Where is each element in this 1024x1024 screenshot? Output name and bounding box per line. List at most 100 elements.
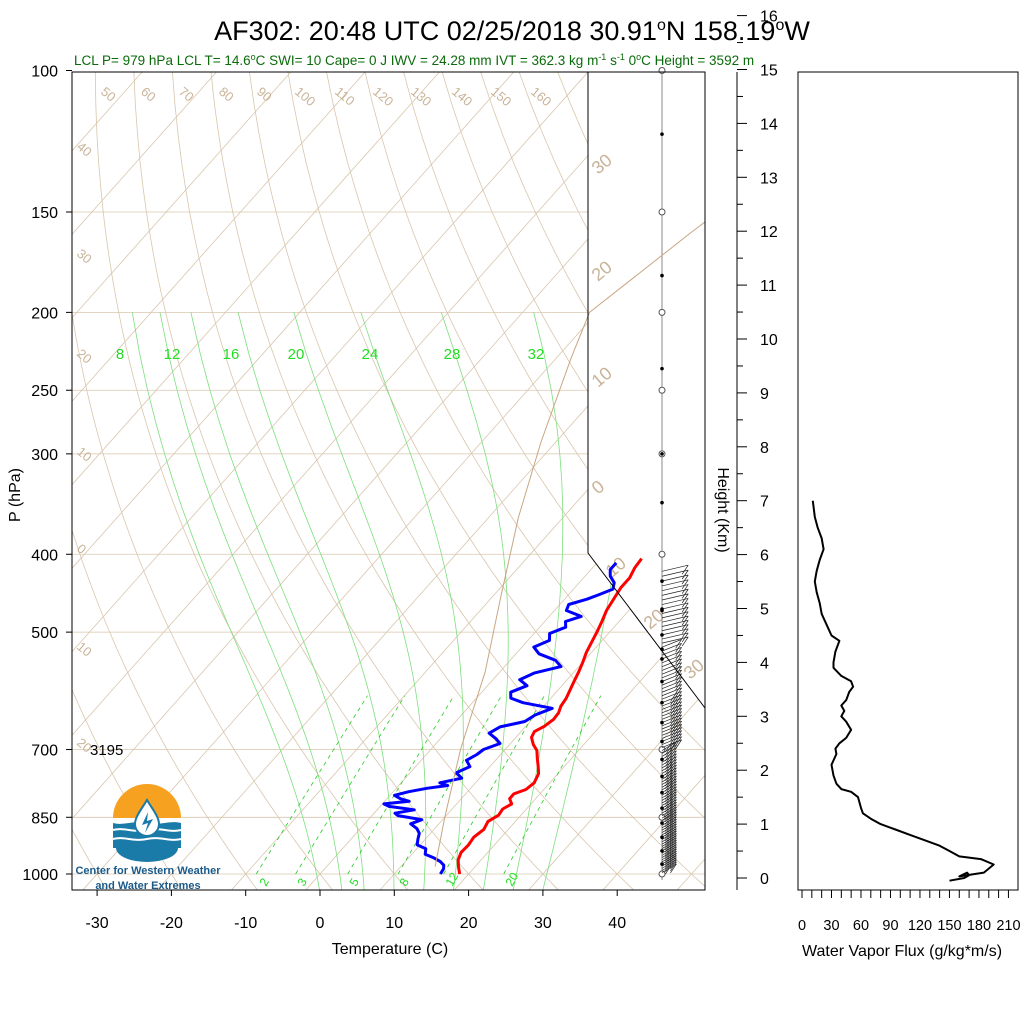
mixing-ratio-line (255, 695, 368, 875)
wind-barb-shaft (661, 694, 682, 703)
wind-barb-flag (675, 739, 682, 749)
isotherm-line (155, 72, 705, 890)
wind-barb-flag (670, 695, 677, 706)
wind-dot (660, 679, 664, 684)
wind-barb-flag (670, 712, 677, 722)
wind-barb-shaft (661, 662, 682, 671)
moist-adiabat-label: 12 (164, 346, 181, 363)
dry-adiabat-line (210, 72, 635, 890)
wind-barb-shaft (661, 636, 689, 644)
wind-barb-flag (670, 715, 677, 726)
moist-adiabat-label: 28 (444, 346, 461, 363)
wind-barb-shaft (661, 673, 682, 682)
wind-barb-shaft (661, 684, 682, 693)
mixing-ratio-line (503, 695, 602, 875)
wind-barb-flag (681, 598, 689, 608)
profile-line-1 (382, 561, 618, 875)
adiabat-label: 80 (216, 84, 237, 105)
wind-barb-shaft (661, 588, 689, 596)
wind-barb-shaft (661, 736, 682, 745)
logo-text-line2: and Water Extremes (95, 880, 200, 892)
height-tick-label: 2 (760, 763, 769, 780)
wind-barb-shaft (661, 643, 682, 652)
mixing-ratio-label: 8 (396, 875, 412, 888)
cw3e-logo: Center for Western Weather and Water Ext… (75, 784, 221, 892)
skew-t-axes: -30 -20 -10 0 10 20 30 401001502002503004005007… (22, 64, 626, 933)
temperature-axis-label: Temperature (C) (332, 941, 448, 958)
wind-barb-shaft (661, 733, 682, 742)
height-tick-label: 10 (760, 332, 778, 349)
mixing-ratio-line (443, 695, 545, 875)
pressure-tick-label: 400 (31, 547, 58, 564)
moist-adiabat-line (159, 312, 343, 890)
wind-barb-shaft (661, 687, 682, 697)
pressure-tick-label: 500 (31, 625, 58, 642)
wind-barb-shaft (661, 602, 689, 610)
wind-barb-shaft (661, 707, 682, 717)
wind-barb-shaft (661, 598, 689, 605)
mixing-ratio-label: 5 (346, 875, 362, 888)
dry-adiabat-line (325, 72, 705, 890)
wind-dot (660, 862, 664, 866)
adiabat-label: 10 (74, 444, 95, 465)
wind-barb-shaft (661, 720, 682, 730)
wind-dot (660, 452, 664, 456)
flux-tick-label: 180 (967, 918, 991, 934)
pressure-tick-label: 150 (31, 205, 58, 222)
dry-adiabat-line (248, 72, 705, 890)
wind-barb-flag (681, 579, 689, 590)
height-tick-label: 8 (760, 440, 769, 457)
wind-barb-shaft (661, 584, 689, 592)
wind-dot (660, 790, 664, 795)
wind-dot (660, 500, 664, 505)
height-tick-label: 15 (760, 63, 778, 80)
flux-tick-label: 210 (996, 918, 1020, 934)
dry-adiabat-line (287, 72, 705, 890)
wind-barb-flag (670, 699, 677, 709)
wind-dot (660, 607, 664, 611)
flux-tick-label: 90 (882, 918, 898, 934)
flux-axis-ticks: 0 30 60 90 120 150 180 210 (798, 890, 1021, 934)
height-tick-label: 13 (760, 170, 778, 187)
wind-dot (660, 757, 664, 762)
moist-adiabat-line (293, 312, 427, 890)
dry-adiabat-line (94, 72, 410, 890)
moist-adiabat-label: 24 (362, 346, 379, 363)
wind-barb-shaft (661, 607, 689, 614)
wind-calm-circle (658, 67, 666, 74)
wind-dot (660, 273, 664, 278)
wind-dot (660, 132, 664, 136)
flux-tick-label: 60 (853, 918, 869, 934)
isotherm-line (72, 72, 326, 890)
wind-barb-flag (681, 624, 689, 634)
wind-barb-shaft (661, 701, 682, 710)
adiabat-label: 160 (528, 84, 554, 109)
logo-text-line1: Center for Western Weather (75, 865, 221, 877)
wind-barb-shaft (661, 620, 689, 627)
flux-tick-label: 0 (798, 918, 806, 934)
moist-adiabat-line (440, 312, 509, 890)
wind-dot (660, 821, 664, 825)
wind-dot (660, 739, 664, 744)
isotherm-line (72, 72, 177, 890)
moist-adiabat-line (131, 312, 321, 890)
mixing-ratio-label: 3 (294, 875, 310, 888)
dry-adiabat-line (171, 72, 560, 890)
dry-adiabat-line (556, 72, 705, 890)
wind-barb-shaft (661, 639, 682, 648)
dry-adiabat-line (402, 72, 705, 890)
dry-adiabat-line (750, 71, 1024, 892)
wind-barb-shaft (661, 658, 682, 667)
moist-adiabat-label: 8 (116, 346, 124, 363)
flux-line (811, 500, 995, 882)
height-tick-label: 9 (760, 386, 769, 403)
chart-subtitle: LCL P= 979 hPa LCL T= 14.6oC SWI= 10 Cap… (74, 52, 754, 68)
wind-calm-circle (658, 308, 666, 316)
wind-barb-shaft (661, 680, 682, 690)
wind-dot (660, 366, 664, 371)
wind-barbs (658, 67, 689, 880)
wind-barb-shaft (661, 677, 682, 686)
adiabat-label: 10 (74, 639, 95, 660)
wind-dot (660, 774, 664, 779)
temperature-tick-label: 40 (608, 915, 626, 932)
